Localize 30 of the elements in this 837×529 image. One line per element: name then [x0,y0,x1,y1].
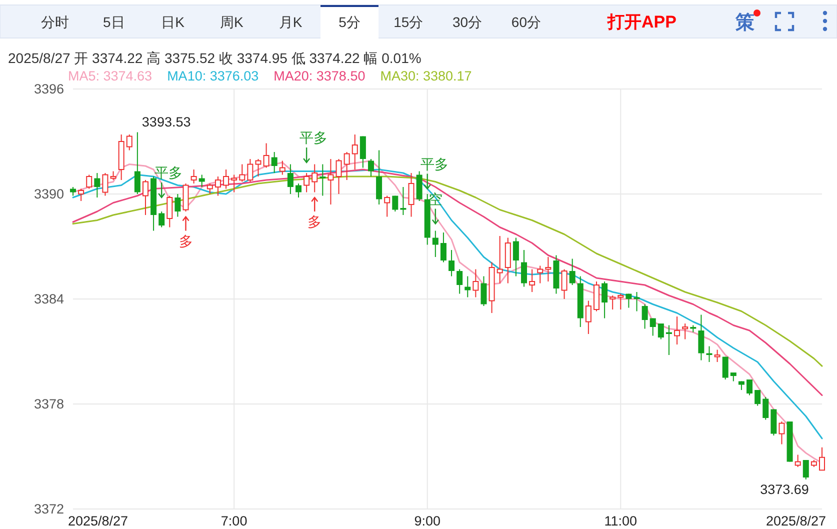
x-tick-label: 9:00 [414,514,441,528]
annotation: 平多 [154,164,183,180]
y-tick-label: 3384 [34,292,64,306]
x-tick-label: 2025/8/27 [766,514,826,528]
chart-subtitle: 2025/8/27 开 3374.22 高 3375.52 收 3374.95 低 3374.22 幅 0.01% [8,50,422,66]
tab-label: 60分 [511,14,541,30]
y-tick-label: 3396 [34,82,64,96]
tab-label: 分时 [41,14,69,30]
annotation: 3393.53 [142,114,191,130]
link: 打开APP [608,12,676,32]
annotation: 平多 [420,156,448,172]
y-tick-label: 3378 [34,396,64,412]
x-tick-label: 7:00 [220,514,248,528]
tab-label: 5日 [103,14,125,30]
annotation: 3373.69 [760,482,809,497]
x-tick-label: 11:00 [604,514,638,528]
y-tick-label: 3372 [34,502,64,516]
tab-label: 月K [278,14,302,30]
tab-selected: 5分 [320,5,378,39]
y-tick-label: 3390 [34,186,64,202]
annotation: 多 [178,232,193,249]
tab-label: 15分 [394,14,424,30]
tab-label: 周K [220,14,244,30]
annotation: 平多 [300,130,328,146]
annotation: 多 [308,214,322,230]
x-tick-label: 2025/8/27 [68,514,128,528]
tab-label: 日K [161,14,184,30]
legend: MA5: 3374.63 MA10: 3376.03 MA20: 3378.50 MA30: 3380.17 [68,68,472,84]
tab-label: 30分 [452,14,482,30]
button-label: 策 [736,12,754,34]
